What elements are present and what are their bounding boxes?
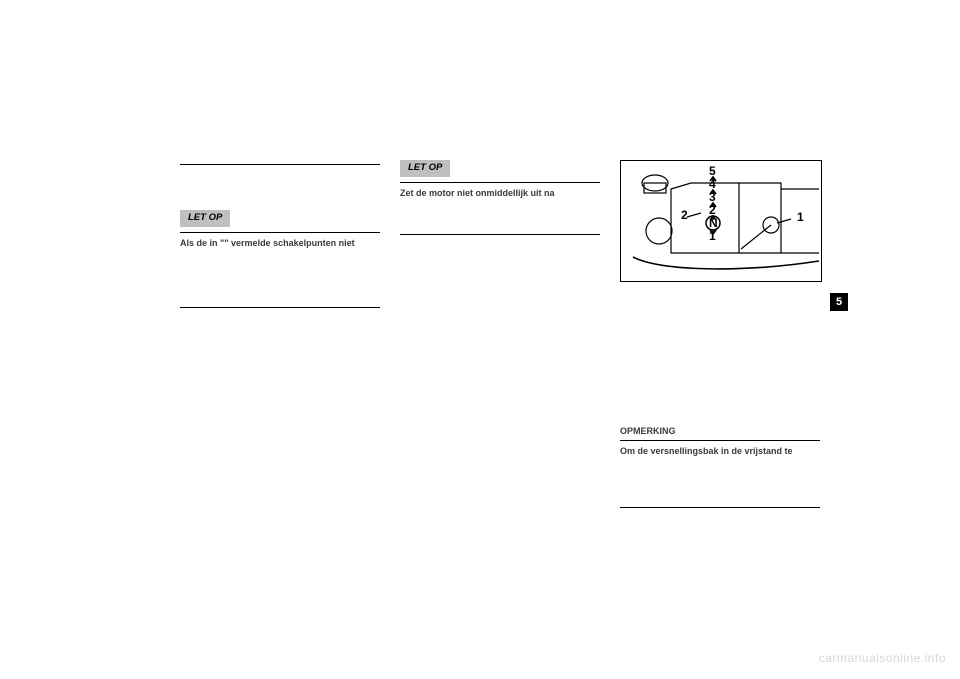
rule [400, 182, 600, 183]
column-2: LET OP Zet de motor niet onmiddellijk ui… [400, 160, 600, 253]
svg-text:3: 3 [709, 190, 716, 204]
column-3: 5432N1 12 1. 2. OPMERKING Om de versnell… [620, 160, 820, 514]
opmerking-label: OPMERKING [620, 425, 820, 437]
svg-text:1: 1 [797, 210, 804, 224]
rule [620, 507, 820, 508]
svg-text:5: 5 [709, 164, 716, 178]
opmerking-bold-line: Om de versnellingsbak in de vrijstand te [620, 445, 820, 457]
gearshift-figure: 5432N1 12 [620, 160, 822, 282]
svg-text:2: 2 [709, 203, 716, 217]
column-1: hidden body copy block LET OP Als de in … [180, 160, 380, 314]
rule [180, 232, 380, 233]
svg-text:2: 2 [681, 208, 688, 222]
svg-text:N: N [709, 216, 718, 230]
rule [180, 164, 380, 165]
gearshift-svg: 5432N1 12 [621, 161, 821, 281]
rule [180, 307, 380, 308]
watermark: carmanualsonline.info [819, 651, 946, 665]
notice-label: LET OP [180, 210, 230, 227]
rule [400, 234, 600, 235]
notice-label: LET OP [400, 160, 450, 177]
notice-bold-line: Zet de motor niet onmiddellijk uit na [400, 187, 600, 199]
notice-box: LET OP [400, 160, 600, 179]
svg-text:1: 1 [709, 229, 716, 243]
notice-box: LET OP [180, 210, 380, 229]
rule [620, 440, 820, 441]
svg-text:4: 4 [709, 177, 716, 191]
notice-bold-line: Als de in "" vermelde schakelpunten niet [180, 237, 380, 249]
chapter-tab: 5 [830, 293, 848, 311]
body-text [620, 315, 820, 425]
